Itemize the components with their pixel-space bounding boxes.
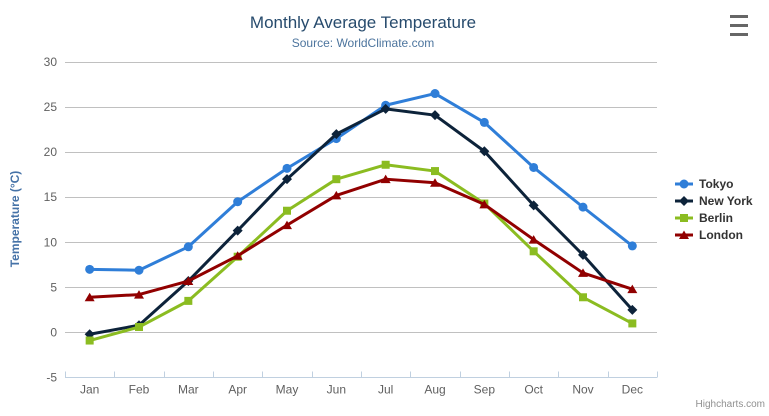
tokyo-point-Dec[interactable]	[627, 241, 637, 251]
berlin-point-May[interactable]	[283, 206, 291, 215]
tokyo-point-Oct[interactable]	[529, 162, 539, 172]
tokyo-point-Feb[interactable]	[134, 265, 144, 275]
berlin-point-Dec[interactable]	[628, 319, 637, 328]
tokyo-point-Sep[interactable]	[479, 117, 489, 127]
y-axis-tick-label: -5	[46, 371, 57, 385]
new-york-point-Oct[interactable]	[528, 200, 539, 211]
y-axis-tick-label: 25	[44, 100, 58, 114]
legend-label: Berlin	[699, 211, 734, 225]
series-tokyo	[85, 89, 637, 275]
y-axis-title: Temperature (°C)	[8, 170, 22, 268]
series-berlin-line	[88, 163, 634, 343]
london-point-Dec[interactable]	[627, 284, 638, 294]
tokyo-point-Nov[interactable]	[578, 202, 588, 212]
x-axis-tick-label: Oct	[524, 383, 543, 397]
berlin-point-Aug[interactable]	[431, 167, 439, 176]
x-axis-tick-label: Apr	[228, 383, 247, 397]
tokyo-series-icon	[675, 179, 693, 189]
legend-symbol-marker[interactable]	[679, 196, 689, 206]
y-axis-tick-label: 10	[44, 235, 58, 249]
new-york-point-Dec[interactable]	[627, 304, 638, 315]
legend: Tokyo New York Berlin London	[674, 176, 753, 244]
new-york-point-Aug[interactable]	[430, 110, 440, 121]
berlin-point-Feb[interactable]	[135, 323, 143, 332]
x-axis-tick-label: Aug	[424, 383, 445, 397]
y-axis-tick-label: 5	[50, 280, 57, 294]
berlin-point-Jun[interactable]	[332, 175, 341, 184]
tokyo-point-Apr[interactable]	[233, 197, 243, 207]
x-axis-tick-label: Feb	[129, 383, 150, 397]
x-axis-tick-label: Nov	[572, 383, 593, 397]
y-axis-tick-label: 0	[50, 325, 57, 339]
london-point-Jul[interactable]	[380, 174, 391, 184]
new-york-point-Jun[interactable]	[331, 129, 342, 140]
hamburger-icon	[730, 33, 748, 36]
london-point-Mar[interactable]	[183, 276, 194, 286]
legend-symbol-marker[interactable]	[679, 179, 689, 189]
berlin-point-Mar[interactable]	[184, 296, 193, 305]
london-point-Feb[interactable]	[134, 290, 144, 299]
legend-symbol-marker[interactable]	[679, 230, 689, 240]
tokyo-point-Jan[interactable]	[85, 264, 95, 274]
london-series-icon	[675, 230, 693, 240]
new-york-point-Nov[interactable]	[578, 249, 588, 260]
x-axis-tick-label: Jun	[327, 383, 346, 397]
london-point-May[interactable]	[282, 220, 292, 230]
x-axis-tick-label: Mar	[178, 383, 199, 397]
legend-item-london[interactable]: London	[674, 227, 753, 243]
london-point-Apr[interactable]	[232, 251, 243, 260]
chart-title: Monthly Average Temperature	[249, 13, 477, 32]
berlin-point-Nov[interactable]	[579, 293, 587, 302]
legend-item-berlin[interactable]: Berlin	[674, 210, 753, 226]
berlin-point-Jan[interactable]	[85, 336, 94, 345]
berlin-point-Jul[interactable]	[381, 160, 390, 169]
new-york-point-Apr[interactable]	[232, 225, 243, 236]
legend-symbol-marker[interactable]	[680, 214, 688, 222]
context-menu-button[interactable]	[730, 15, 748, 36]
hamburger-icon	[730, 15, 748, 18]
legend-item-tokyo[interactable]: Tokyo	[674, 176, 753, 192]
berlin-series-icon	[675, 214, 693, 222]
new-york-point-Sep[interactable]	[479, 146, 490, 157]
legend-label: Tokyo	[699, 177, 734, 191]
london-point-Jun[interactable]	[331, 190, 342, 200]
chart-subtitle: Source: WorldClimate.com	[291, 36, 435, 50]
legend-label: London	[699, 228, 743, 242]
berlin-point-Oct[interactable]	[529, 247, 538, 256]
y-axis-tick-label: 20	[44, 145, 58, 159]
y-axis-tick-label: 15	[44, 190, 58, 204]
series-new-york	[84, 103, 638, 340]
london-point-Jan[interactable]	[84, 292, 95, 302]
x-axis-tick-label: Jul	[378, 383, 393, 397]
x-axis-tick-label: Dec	[622, 383, 643, 397]
x-axis-tick-label: Jan	[80, 383, 99, 397]
london-point-Aug[interactable]	[430, 178, 440, 187]
new-york-series-icon	[675, 196, 693, 206]
tokyo-point-May[interactable]	[282, 163, 292, 173]
new-york-point-Jul[interactable]	[380, 103, 391, 114]
hamburger-icon	[730, 24, 748, 27]
london-point-Sep[interactable]	[479, 199, 490, 209]
tokyo-point-Mar[interactable]	[183, 242, 193, 252]
london-point-Oct[interactable]	[528, 235, 539, 244]
x-axis-tick-label: May	[276, 383, 299, 397]
x-axis-tick-label: Sep	[474, 383, 496, 397]
london-point-Nov[interactable]	[578, 268, 588, 277]
legend-item-new-york[interactable]: New York	[674, 193, 753, 209]
highcharts-credit-link[interactable]: Highcharts.com	[695, 399, 765, 410]
new-york-point-May[interactable]	[282, 174, 292, 185]
series-london-line	[88, 177, 634, 299]
tokyo-point-Aug[interactable]	[430, 89, 440, 99]
series-london	[84, 174, 638, 302]
y-axis-tick-label: 30	[44, 55, 58, 69]
legend-label: New York	[699, 194, 753, 208]
series-new-york-line	[88, 107, 634, 336]
